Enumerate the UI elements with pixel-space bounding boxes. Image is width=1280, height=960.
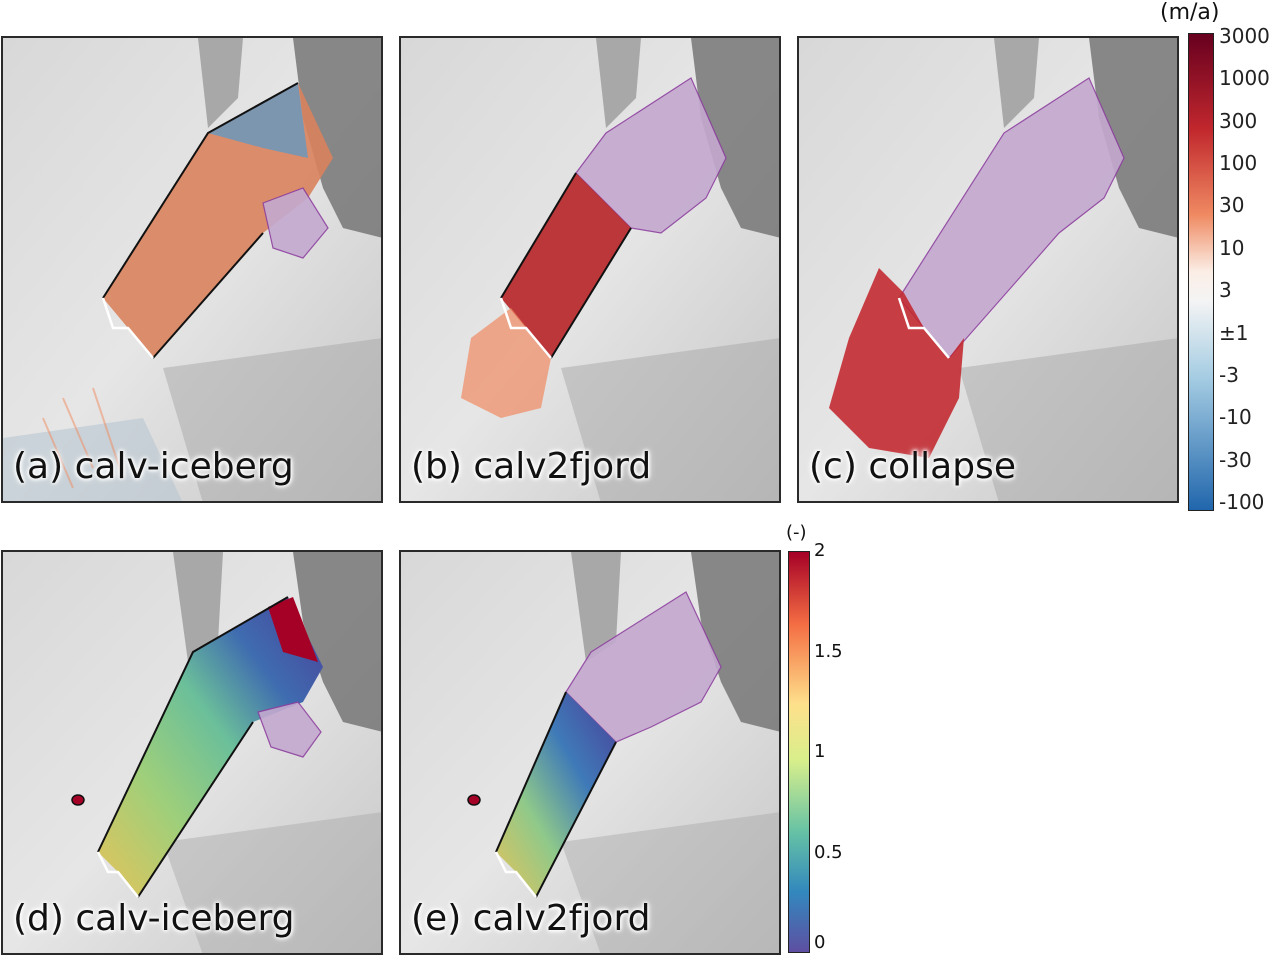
ratio-tick-1: 1.5 [814,640,843,662]
ratio-tick-4: 0 [814,932,826,953]
ratio-tick-0: 2 [814,540,826,561]
map-b [401,38,779,501]
velocity-tick-8: -3 [1219,362,1239,387]
velocity-tick-9: -10 [1219,405,1252,430]
map-e [401,552,779,953]
velocity-tick-10: -30 [1219,447,1252,472]
panel-e-label: (e) calv2fjord [411,898,651,939]
panel-a-label: (a) calv-iceberg [13,446,294,487]
velocity-tick-1: 1000 [1219,66,1270,91]
velocity-tick-11: -100 [1219,490,1265,514]
map-a [3,38,381,501]
velocity-tick-3: 100 [1219,151,1258,176]
map-c [799,38,1177,501]
velocity-colorbar [1188,33,1214,511]
velocity-tick-5: 10 [1219,235,1245,260]
panel-b: (b) calv2fjord [399,36,781,503]
map-d [3,552,381,953]
velocity-tick-7: ±1 [1219,320,1249,345]
ratio-tick-2: 1 [814,741,826,762]
panel-c: (c) collapse [797,36,1179,503]
velocity-tick-4: 30 [1219,193,1245,218]
panel-c-label: (c) collapse [809,446,1016,487]
panel-a: (a) calv-iceberg [1,36,383,503]
ratio-colorbar [788,551,810,953]
ratio-colorbar-unit: (-) [786,522,807,543]
panel-b-label: (b) calv2fjord [411,446,652,487]
panel-e: (e) calv2fjord [399,550,781,955]
panel-d: (d) calv-iceberg [1,550,383,955]
velocity-tick-0: 3000 [1219,24,1270,48]
panel-d-label: (d) calv-iceberg [13,898,295,939]
velocity-tick-6: 3 [1219,278,1232,303]
velocity-tick-2: 300 [1219,108,1258,133]
ratio-tick-3: 0.5 [814,841,843,863]
velocity-colorbar-unit: (m/a) [1160,0,1220,25]
